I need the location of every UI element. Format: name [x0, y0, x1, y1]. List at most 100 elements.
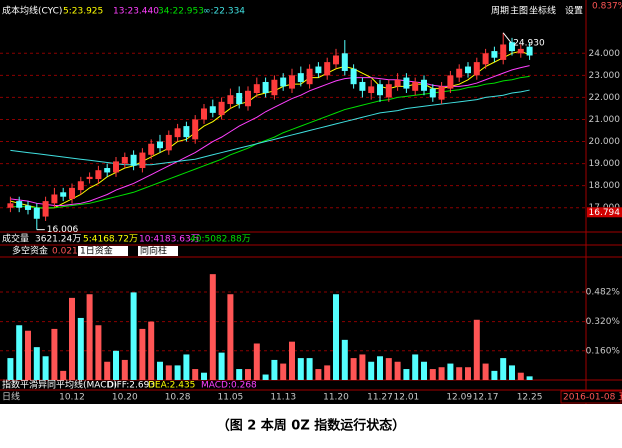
macd-item: DIFF:2.693 [107, 381, 155, 391]
candle-body [227, 95, 234, 105]
candle-body [86, 176, 93, 180]
panel-title: 多空资金 [12, 245, 48, 257]
bar [473, 319, 480, 380]
candle-body [236, 93, 243, 105]
candle-body [465, 66, 471, 74]
bar [25, 330, 31, 380]
menu-item[interactable]: 周期 [491, 6, 509, 17]
bar [121, 359, 128, 380]
bar [183, 354, 190, 380]
bar [500, 358, 507, 380]
candle-body [157, 141, 163, 149]
macd-item: DEA:2.435 [148, 381, 195, 391]
candle-body [148, 143, 155, 155]
candle-body [315, 66, 322, 74]
bar [517, 372, 524, 380]
volume-label: 成交量 [2, 233, 29, 245]
bar [315, 369, 322, 380]
bar [359, 354, 366, 380]
bar [385, 358, 392, 380]
candle-body [51, 194, 58, 204]
candle-body [333, 55, 339, 65]
candle-body [139, 152, 146, 169]
candle-body [517, 48, 524, 54]
bar [333, 294, 339, 380]
panel-value: 0.021% [52, 247, 87, 257]
candle-body [95, 170, 102, 180]
bar [192, 369, 199, 380]
candle-body [509, 42, 515, 52]
macd-item: MACD:0.268 [201, 381, 257, 391]
bar [33, 347, 40, 380]
candle-body [289, 75, 295, 89]
menu-item[interactable]: 设置 [565, 6, 583, 17]
candle-body [297, 73, 304, 82]
bar [253, 343, 260, 380]
x-tick-label: 12.09 [446, 393, 472, 403]
bar [421, 361, 427, 380]
candle-body [77, 181, 84, 191]
annotation-arrow [502, 32, 512, 44]
candle-body [377, 84, 383, 96]
candle-body [359, 81, 366, 91]
price-marker-box [587, 207, 622, 218]
candle-body [447, 75, 454, 89]
bar [113, 350, 119, 380]
candle-body [482, 53, 489, 65]
candle-body [130, 154, 137, 166]
menu-item[interactable]: 主图 [510, 5, 528, 17]
volume-total: 3621.24万 [35, 235, 81, 245]
chart-title: 成本均线(CYC) [2, 5, 62, 17]
dropdown[interactable] [78, 246, 128, 256]
dropdown-text[interactable]: 1日资金 [80, 245, 113, 257]
candle-body [7, 203, 14, 208]
annotation-label: 16.006 [47, 225, 79, 235]
candle-body [456, 68, 463, 78]
volume-ma: 40:5082.88万 [190, 235, 251, 245]
candle-body [350, 68, 357, 85]
y-tick-label: 0.482% [586, 288, 621, 298]
bar [42, 356, 49, 380]
bar [297, 358, 304, 380]
candle-body [271, 79, 278, 96]
volume-ma: 10:4183.63万 [139, 235, 200, 245]
candle-body [201, 108, 207, 120]
bar [429, 369, 436, 380]
legend-entry: 34:22.953 [158, 7, 204, 17]
bar [51, 328, 58, 380]
candle-body [438, 86, 445, 100]
y-tick-label: 0.160% [586, 346, 621, 356]
x-tick-label: 11.13 [270, 393, 296, 403]
candle-body [262, 81, 269, 94]
candle-body [500, 44, 507, 60]
bar [509, 365, 515, 380]
chart-background [0, 0, 622, 404]
y-tick-label: 21.000 [589, 115, 621, 125]
bar [218, 352, 225, 380]
bar [482, 363, 489, 380]
bar [491, 370, 498, 380]
dropdown[interactable] [138, 246, 178, 256]
y-tick-label: 22.000 [589, 93, 621, 103]
candle-body [25, 205, 31, 210]
volume-ma: 5:4168.72万 [83, 235, 138, 245]
caption: （图 2 本周 0Z 指数运行状态） [217, 418, 406, 434]
corner-label: 0.837% [592, 2, 622, 12]
x-tick-label: 12.17 [473, 393, 499, 403]
bar [157, 361, 163, 380]
bar [289, 341, 295, 380]
bar [394, 361, 401, 380]
menu-item[interactable]: 坐标线 [529, 5, 556, 17]
candle-body [324, 62, 331, 76]
bar [377, 356, 383, 380]
candle-body [33, 207, 40, 219]
bar [271, 359, 278, 380]
bar [165, 365, 172, 380]
period-label: 日线 [2, 391, 20, 403]
candle-body [16, 201, 23, 208]
dropdown-text[interactable]: 同向柱 [140, 245, 167, 257]
bar [16, 325, 23, 380]
bar [456, 367, 463, 380]
candle-body [429, 88, 436, 98]
